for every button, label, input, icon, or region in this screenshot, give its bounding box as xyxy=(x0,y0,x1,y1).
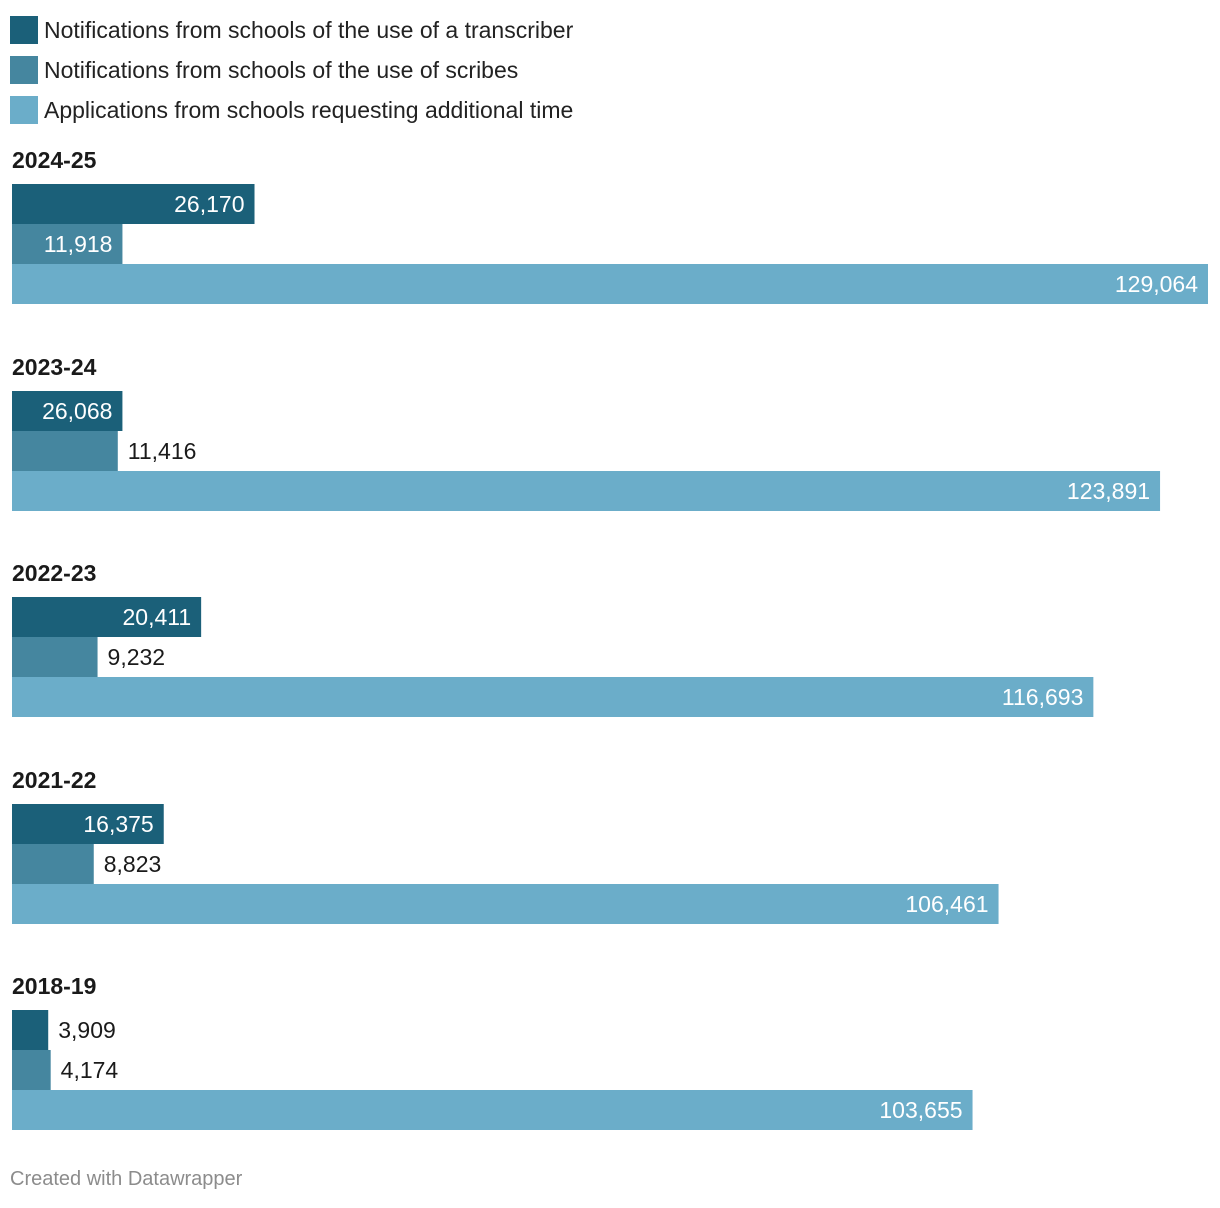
bar-2021-22-transcriber xyxy=(12,804,164,844)
legend-item-scribes: Notifications from schools of the use of… xyxy=(10,50,573,90)
bar-2022-23-scribes xyxy=(12,637,98,677)
bar-2023-24-transcriber xyxy=(12,391,123,431)
value-label-2021-22-scribes: 8,823 xyxy=(104,851,162,877)
bar-2022-23-additional-time xyxy=(12,677,1094,717)
category-label-2018-19: 2018-19 xyxy=(12,973,96,999)
legend-label-additional-time: Applications from schools requesting add… xyxy=(44,96,574,123)
legend-swatch-transcriber xyxy=(10,16,38,44)
footer-credit: Created with Datawrapper xyxy=(10,1168,243,1190)
value-label-2023-24-scribes: 11,416 xyxy=(128,438,197,464)
legend-label-transcriber: Notifications from schools of the use of… xyxy=(44,16,574,43)
legend-item-additional-time: Applications from schools requesting add… xyxy=(10,90,573,130)
legend: Notifications from schools of the use of… xyxy=(10,10,573,130)
bar-2021-22-additional-time xyxy=(12,884,999,924)
legend-swatch-scribes xyxy=(10,56,38,84)
value-label-2021-22-transcriber: 16,375 xyxy=(83,811,153,837)
value-label-2018-19-additional-time: 103,655 xyxy=(879,1097,962,1123)
bar-2023-24-additional-time xyxy=(12,471,1161,511)
category-label-2023-24: 2023-24 xyxy=(12,354,97,380)
value-label-2021-22-additional-time: 106,461 xyxy=(905,891,988,917)
value-label-2023-24-additional-time: 123,891 xyxy=(1067,478,1150,504)
bar-2022-23-transcriber xyxy=(12,597,202,637)
legend-label-scribes: Notifications from schools of the use of… xyxy=(44,56,519,83)
legend-item-transcriber: Notifications from schools of the use of… xyxy=(10,10,573,50)
bar-2018-19-transcriber xyxy=(12,1010,49,1050)
category-label-2022-23: 2022-23 xyxy=(12,560,96,586)
value-label-2023-24-transcriber: 26,068 xyxy=(42,398,112,424)
bar-2024-25-transcriber xyxy=(12,184,255,224)
value-label-2024-25-additional-time: 129,064 xyxy=(1115,271,1198,297)
bar-2024-25-additional-time xyxy=(12,264,1208,304)
value-label-2022-23-additional-time: 116,693 xyxy=(1002,684,1083,710)
bar-2024-25-scribes xyxy=(12,224,123,264)
bar-chart: 2024-25 26,170 11,918 129,064 2023-24 26,068 1… xyxy=(12,147,1208,1130)
bar-2021-22-scribes xyxy=(12,844,94,884)
value-label-2024-25-scribes: 11,918 xyxy=(44,231,113,257)
category-label-2021-22: 2021-22 xyxy=(12,767,96,793)
bar-2023-24-scribes xyxy=(12,431,118,471)
value-label-2018-19-transcriber: 3,909 xyxy=(58,1017,116,1043)
value-label-2022-23-scribes: 9,232 xyxy=(108,644,166,670)
category-label-2024-25: 2024-25 xyxy=(12,147,97,173)
bar-2018-19-scribes xyxy=(12,1050,51,1090)
value-label-2022-23-transcriber: 20,411 xyxy=(123,604,192,630)
value-label-2018-19-scribes: 4,174 xyxy=(61,1057,119,1083)
value-label-2024-25-transcriber: 26,170 xyxy=(174,191,244,217)
bar-2018-19-additional-time xyxy=(12,1090,973,1130)
legend-swatch-additional-time xyxy=(10,96,38,124)
